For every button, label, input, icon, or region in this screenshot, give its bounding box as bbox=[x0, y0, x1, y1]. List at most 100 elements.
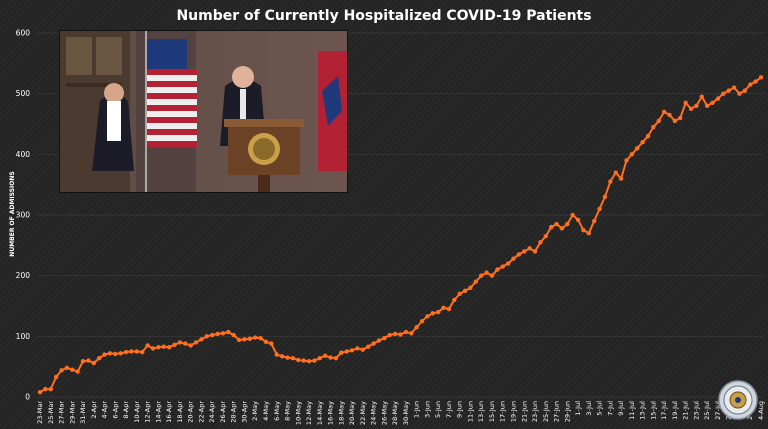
data-point bbox=[59, 368, 64, 373]
x-tick-label: 21-Jun bbox=[520, 401, 528, 422]
data-point bbox=[651, 124, 656, 130]
x-axis-ticks: 23-Mar 25-Mar 27-Mar 29-Mar 31-Mar 2-Apr 4-Apr… bbox=[36, 401, 765, 425]
data-point bbox=[344, 349, 349, 354]
data-point bbox=[220, 331, 226, 336]
x-tick-label: 21-Jul bbox=[682, 401, 690, 420]
data-point bbox=[613, 170, 618, 175]
x-tick-label: 19-Jun bbox=[509, 401, 517, 422]
x-tick-label: 25-Jun bbox=[542, 401, 550, 422]
x-tick-label: 16-May bbox=[327, 401, 335, 425]
data-point bbox=[161, 344, 166, 349]
y-tick-label: 100 bbox=[16, 332, 31, 341]
data-point bbox=[333, 355, 339, 361]
data-point bbox=[86, 358, 91, 363]
data-point bbox=[710, 100, 715, 105]
data-point bbox=[193, 340, 199, 345]
x-tick-label: 4-Aug bbox=[757, 401, 765, 420]
data-point bbox=[301, 358, 306, 363]
x-tick-label: 23-Jul bbox=[692, 401, 700, 420]
data-point bbox=[570, 212, 575, 218]
data-point bbox=[226, 329, 231, 335]
data-point bbox=[522, 249, 527, 254]
data-point bbox=[258, 335, 263, 341]
data-point bbox=[430, 311, 435, 316]
data-point bbox=[479, 273, 484, 278]
data-point bbox=[129, 349, 134, 354]
x-tick-label: 6-Apr bbox=[111, 401, 119, 419]
state-seal-icon bbox=[718, 380, 758, 420]
data-point bbox=[242, 337, 247, 342]
x-tick-label: 2-May bbox=[251, 401, 259, 421]
data-point bbox=[629, 152, 635, 157]
data-point bbox=[123, 349, 129, 355]
x-tick-label: 13-Jul bbox=[639, 401, 647, 420]
data-point bbox=[419, 318, 425, 324]
x-tick-label: 3-Jun bbox=[423, 401, 431, 418]
data-point bbox=[505, 261, 511, 266]
x-tick-label: 25-Mar bbox=[47, 401, 55, 424]
data-point bbox=[586, 231, 592, 236]
x-tick-label: 26-Apr bbox=[219, 401, 227, 423]
x-tick-label: 12-May bbox=[305, 401, 313, 425]
data-point bbox=[640, 140, 645, 145]
data-point bbox=[188, 343, 193, 348]
data-point bbox=[43, 386, 48, 392]
data-point bbox=[758, 75, 764, 80]
data-point bbox=[91, 360, 97, 366]
data-point bbox=[538, 240, 543, 245]
data-point bbox=[548, 224, 554, 230]
x-tick-label: 8-Apr bbox=[122, 401, 130, 419]
data-point bbox=[527, 246, 532, 251]
x-tick-label: 30-May bbox=[402, 401, 410, 425]
x-tick-label: 27-Jun bbox=[553, 401, 561, 422]
x-tick-label: 14-Apr bbox=[154, 401, 162, 423]
data-point bbox=[704, 103, 710, 109]
x-tick-label: 10-Apr bbox=[133, 401, 141, 423]
data-point bbox=[53, 374, 59, 380]
x-tick-label: 6-May bbox=[273, 401, 281, 421]
press-briefing-photo bbox=[59, 30, 348, 193]
data-point bbox=[678, 115, 683, 121]
data-point bbox=[742, 88, 748, 93]
series-points bbox=[37, 75, 764, 395]
data-point bbox=[398, 332, 403, 337]
x-tick-label: 18-May bbox=[337, 401, 345, 425]
data-point bbox=[624, 158, 629, 163]
data-point bbox=[269, 341, 274, 346]
data-point bbox=[366, 344, 371, 349]
x-tick-label: 27-Mar bbox=[58, 401, 66, 424]
data-point bbox=[183, 341, 188, 346]
y-tick-label: 200 bbox=[16, 271, 31, 280]
data-point bbox=[683, 100, 688, 105]
data-point bbox=[608, 179, 613, 184]
x-tick-label: 24-May bbox=[370, 401, 378, 425]
data-point bbox=[371, 341, 376, 346]
data-point bbox=[737, 91, 742, 96]
data-point bbox=[414, 325, 419, 330]
data-point bbox=[468, 285, 473, 290]
data-point bbox=[462, 288, 468, 294]
data-point bbox=[253, 335, 258, 340]
x-tick-label: 10-May bbox=[294, 401, 302, 425]
data-point bbox=[715, 96, 721, 101]
data-point bbox=[618, 176, 624, 181]
data-point bbox=[403, 329, 409, 335]
data-point bbox=[602, 194, 608, 199]
data-point bbox=[140, 349, 145, 355]
x-tick-label: 23-Jun bbox=[531, 401, 539, 422]
x-tick-label: 20-May bbox=[348, 401, 356, 425]
x-tick-label: 2-Apr bbox=[90, 401, 98, 419]
x-tick-label: 22-May bbox=[359, 401, 367, 425]
x-tick-label: 12-Apr bbox=[144, 401, 152, 423]
data-point bbox=[145, 343, 150, 348]
data-point bbox=[322, 353, 328, 358]
chart-title: Number of Currently Hospitalized COVID-1… bbox=[176, 8, 591, 24]
data-point bbox=[645, 133, 651, 139]
data-point bbox=[80, 359, 86, 364]
data-point bbox=[355, 346, 360, 351]
y-tick-label: 500 bbox=[16, 89, 31, 98]
data-point bbox=[75, 369, 80, 374]
data-point bbox=[425, 314, 430, 319]
x-tick-label: 17-Jun bbox=[499, 401, 507, 422]
data-point bbox=[48, 386, 53, 392]
